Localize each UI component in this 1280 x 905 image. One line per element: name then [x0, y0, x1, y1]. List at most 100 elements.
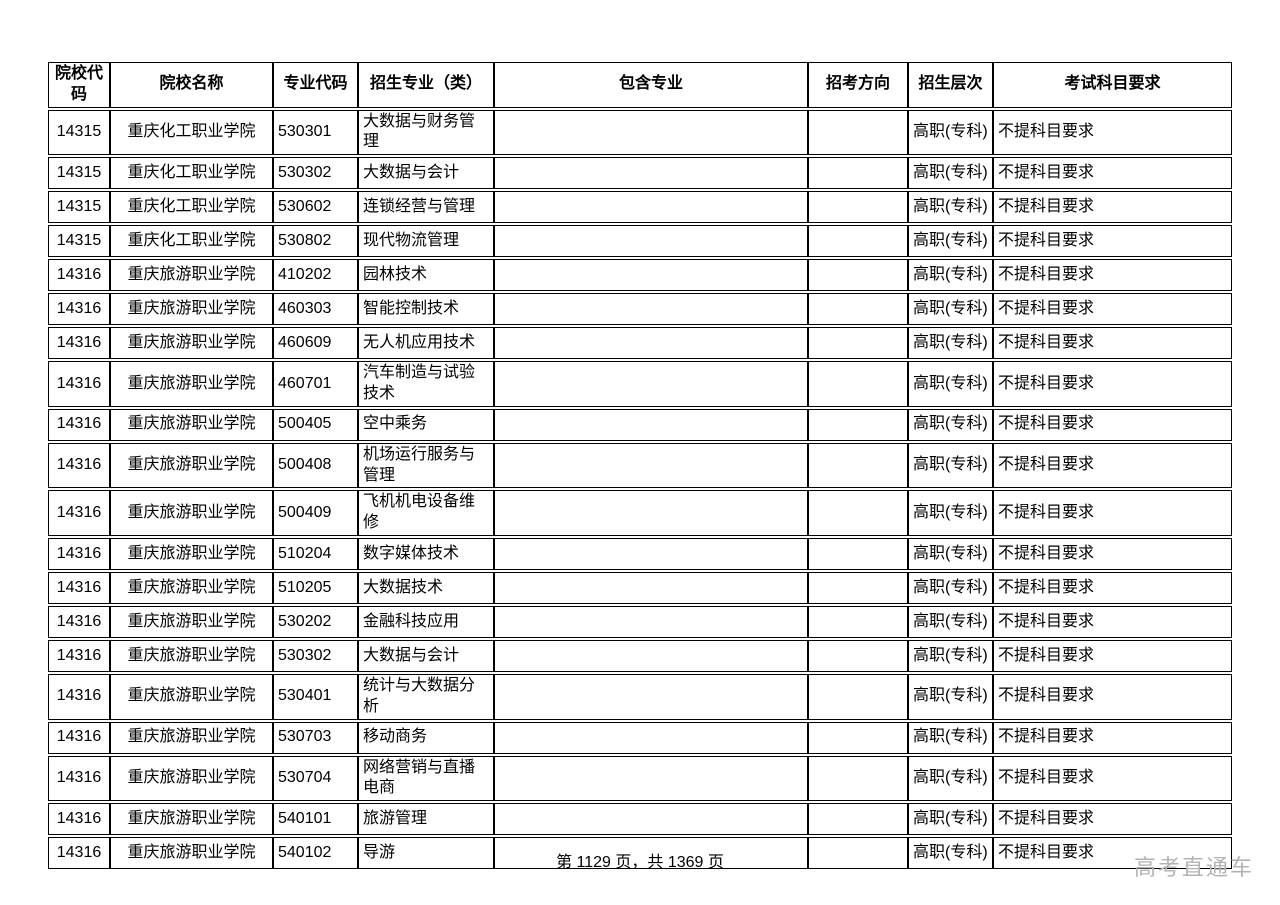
cell-exam_direction — [808, 191, 908, 224]
cell-major_code: 460303 — [273, 293, 358, 326]
cell-major_code: 530704 — [273, 755, 358, 802]
cell-enroll_level: 高职(专科) — [908, 157, 993, 190]
cell-college_name: 重庆化工职业学院 — [110, 109, 273, 156]
cell-exam_direction — [808, 673, 908, 720]
table-row: 14316 重庆旅游职业学院 460609 无人机应用技术 高职(专科) 不提科目要求 — [48, 327, 1232, 360]
cell-college_name: 重庆化工职业学院 — [110, 225, 273, 258]
column-header-subject_requirement: 考试科目要求 — [993, 62, 1232, 108]
table-row: 14316 重庆旅游职业学院 510205 大数据技术 高职(专科) 不提科目要求 — [48, 571, 1232, 604]
table-row: 14316 重庆旅游职业学院 500408 机场运行服务与管理 高职(专科) 不提科目要求 — [48, 442, 1232, 489]
cell-enroll_level: 高职(专科) — [908, 571, 993, 604]
cell-major_name: 网络营销与直播电商 — [358, 755, 494, 802]
table-header-row: 院校代码 院校名称 专业代码 招生专业（类） 包含专业 招考方向 招生层次 考试科目要求 — [48, 62, 1232, 108]
cell-college_code: 14316 — [48, 721, 110, 754]
cell-subject_requirement: 不提科目要求 — [993, 408, 1232, 441]
cell-included_majors — [494, 225, 808, 258]
cell-included_majors — [494, 157, 808, 190]
cell-major_name: 空中乘务 — [358, 408, 494, 441]
cell-subject_requirement: 不提科目要求 — [993, 755, 1232, 802]
cell-college_name: 重庆旅游职业学院 — [110, 293, 273, 326]
cell-exam_direction — [808, 109, 908, 156]
cell-included_majors — [494, 673, 808, 720]
table-body: 14315 重庆化工职业学院 530301 大数据与财务管理 高职(专科) 不提科目要求 1… — [48, 109, 1232, 870]
cell-exam_direction — [808, 157, 908, 190]
watermark-brand: 高考直通车 — [1133, 855, 1254, 880]
cell-included_majors — [494, 537, 808, 570]
cell-major_code: 500405 — [273, 408, 358, 441]
cell-subject_requirement: 不提科目要求 — [993, 837, 1232, 870]
cell-exam_direction — [808, 408, 908, 441]
cell-college_name: 重庆旅游职业学院 — [110, 755, 273, 802]
table-row: 14316 重庆旅游职业学院 530401 统计与大数据分析 高职(专科) 不提科目要求 — [48, 673, 1232, 720]
table-row: 14315 重庆化工职业学院 530302 大数据与会计 高职(专科) 不提科目要求 — [48, 157, 1232, 190]
cell-college_code: 14315 — [48, 225, 110, 258]
cell-included_majors — [494, 442, 808, 489]
cell-college_name: 重庆旅游职业学院 — [110, 605, 273, 638]
cell-subject_requirement: 不提科目要求 — [993, 605, 1232, 638]
cell-college_name: 重庆旅游职业学院 — [110, 327, 273, 360]
cell-college_code: 14316 — [48, 537, 110, 570]
table-row: 14315 重庆化工职业学院 530301 大数据与财务管理 高职(专科) 不提科目要求 — [48, 109, 1232, 156]
cell-college_code: 14316 — [48, 408, 110, 441]
table-row: 14315 重庆化工职业学院 530802 现代物流管理 高职(专科) 不提科目要求 — [48, 225, 1232, 258]
admissions-table: 院校代码 院校名称 专业代码 招生专业（类） 包含专业 招考方向 招生层次 考试科目要求 14… — [48, 60, 1232, 871]
cell-major_code: 460609 — [273, 327, 358, 360]
cell-college_code: 14315 — [48, 109, 110, 156]
cell-major_code: 530202 — [273, 605, 358, 638]
cell-college_name: 重庆旅游职业学院 — [110, 537, 273, 570]
cell-major_code: 510204 — [273, 537, 358, 570]
cell-exam_direction — [808, 755, 908, 802]
cell-major_code: 530703 — [273, 721, 358, 754]
cell-enroll_level: 高职(专科) — [908, 361, 993, 407]
cell-exam_direction — [808, 442, 908, 489]
cell-included_majors — [494, 191, 808, 224]
column-header-college_code: 院校代码 — [48, 62, 110, 108]
cell-major_name: 移动商务 — [358, 721, 494, 754]
cell-included_majors — [494, 639, 808, 672]
cell-major_code: 530802 — [273, 225, 358, 258]
cell-major_code: 540101 — [273, 803, 358, 836]
cell-major_code: 460701 — [273, 361, 358, 407]
table-row: 14316 重庆旅游职业学院 530302 大数据与会计 高职(专科) 不提科目要求 — [48, 639, 1232, 672]
cell-college_name: 重庆旅游职业学院 — [110, 803, 273, 836]
cell-enroll_level: 高职(专科) — [908, 109, 993, 156]
cell-major_code: 500409 — [273, 490, 358, 536]
cell-enroll_level: 高职(专科) — [908, 259, 993, 292]
cell-major_code: 410202 — [273, 259, 358, 292]
table-row: 14316 重庆旅游职业学院 500409 飞机机电设备维修 高职(专科) 不提科目要求 — [48, 490, 1232, 536]
cell-college_name: 重庆旅游职业学院 — [110, 673, 273, 720]
cell-subject_requirement: 不提科目要求 — [993, 259, 1232, 292]
cell-subject_requirement: 不提科目要求 — [993, 442, 1232, 489]
table-header: 院校代码 院校名称 专业代码 招生专业（类） 包含专业 招考方向 招生层次 考试科目要求 — [48, 62, 1232, 108]
cell-included_majors — [494, 361, 808, 407]
cell-subject_requirement: 不提科目要求 — [993, 293, 1232, 326]
table-row: 14316 重庆旅游职业学院 500405 空中乘务 高职(专科) 不提科目要求 — [48, 408, 1232, 441]
column-header-enroll_level: 招生层次 — [908, 62, 993, 108]
cell-college_name: 重庆旅游职业学院 — [110, 639, 273, 672]
cell-subject_requirement: 不提科目要求 — [993, 803, 1232, 836]
cell-enroll_level: 高职(专科) — [908, 408, 993, 441]
page-indicator: 第 1129 页，共 1369 页 — [556, 854, 724, 871]
cell-college_code: 14316 — [48, 673, 110, 720]
cell-subject_requirement: 不提科目要求 — [993, 571, 1232, 604]
cell-exam_direction — [808, 721, 908, 754]
cell-exam_direction — [808, 490, 908, 536]
cell-enroll_level: 高职(专科) — [908, 721, 993, 754]
column-header-included_majors: 包含专业 — [494, 62, 808, 108]
cell-college_code: 14316 — [48, 571, 110, 604]
cell-major_name: 数字媒体技术 — [358, 537, 494, 570]
cell-college_code: 14316 — [48, 293, 110, 326]
cell-college_name: 重庆旅游职业学院 — [110, 837, 273, 870]
cell-college_name: 重庆旅游职业学院 — [110, 442, 273, 489]
cell-major_name: 大数据技术 — [358, 571, 494, 604]
cell-enroll_level: 高职(专科) — [908, 225, 993, 258]
cell-major_name: 现代物流管理 — [358, 225, 494, 258]
cell-enroll_level: 高职(专科) — [908, 803, 993, 836]
cell-major_code: 510205 — [273, 571, 358, 604]
cell-enroll_level: 高职(专科) — [908, 755, 993, 802]
table-row: 14316 重庆旅游职业学院 510204 数字媒体技术 高职(专科) 不提科目要求 — [48, 537, 1232, 570]
cell-included_majors — [494, 293, 808, 326]
cell-included_majors — [494, 837, 808, 870]
cell-major_name: 智能控制技术 — [358, 293, 494, 326]
cell-included_majors — [494, 803, 808, 836]
